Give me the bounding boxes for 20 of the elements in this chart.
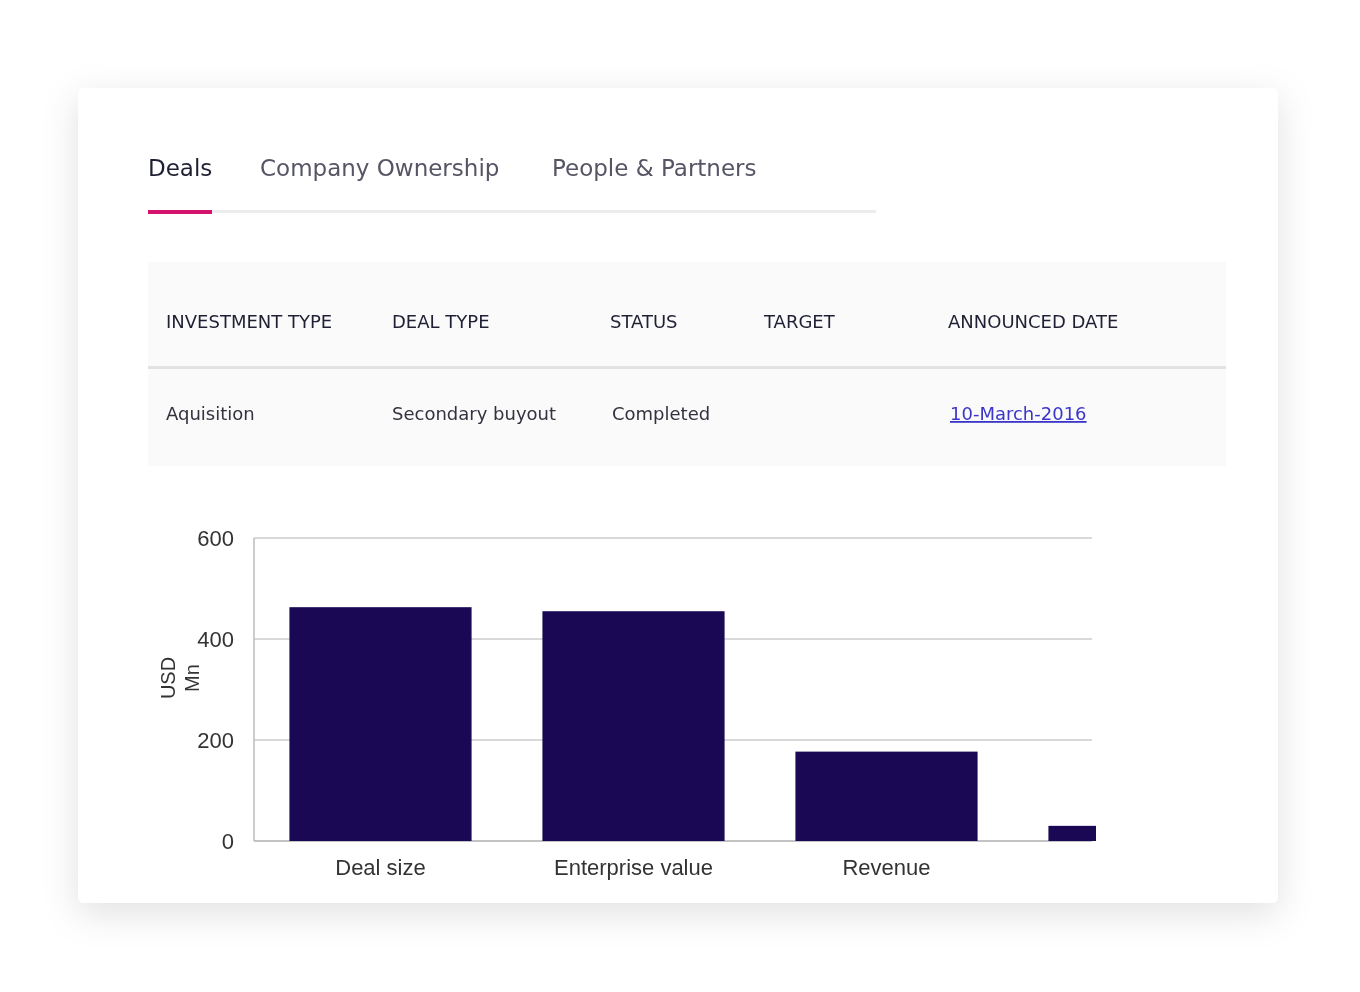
text: Company Ownership	[260, 155, 500, 181]
y-tick-label: 0	[221, 828, 234, 854]
text: 10-March-2016	[950, 403, 1087, 424]
text: INVESTMENT TYPE	[166, 311, 333, 332]
text: People & Partners	[552, 155, 757, 181]
text: TARGET	[763, 311, 836, 332]
text: Completed	[612, 403, 711, 424]
y-tick-label: 600	[197, 525, 234, 551]
text: DEAL TYPE	[392, 311, 490, 332]
text: Secondary buyout	[392, 403, 557, 424]
text: STATUS	[610, 311, 678, 332]
x-tick-label: Revenue	[842, 855, 931, 880]
y-axis-title: USD Mn	[157, 656, 203, 700]
text: Deals	[148, 155, 213, 181]
y-tick-label: 200	[197, 727, 234, 753]
text: ANNOUNCED DATE	[948, 311, 1119, 332]
y-tick-label: 400	[197, 626, 234, 652]
x-tick-label: Deal size	[335, 855, 426, 880]
text: Aquisition	[166, 403, 255, 424]
x-tick-label: Enterprise value	[554, 855, 713, 880]
